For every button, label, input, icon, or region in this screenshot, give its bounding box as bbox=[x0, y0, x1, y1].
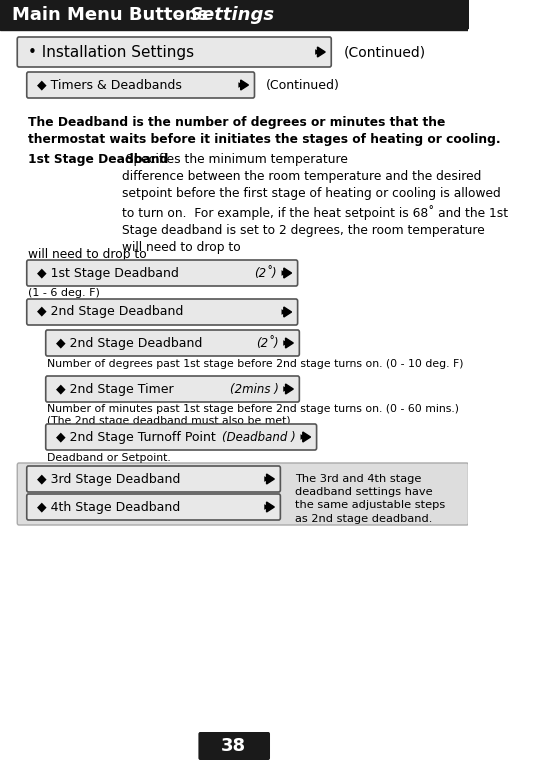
Bar bbox=[0, 0, 469, 30]
Bar bbox=[0, 0, 469, 14]
FancyBboxPatch shape bbox=[27, 260, 298, 286]
Text: ◆ 2nd Stage Timer: ◆ 2nd Stage Timer bbox=[56, 382, 174, 396]
FancyBboxPatch shape bbox=[27, 299, 298, 325]
FancyBboxPatch shape bbox=[0, 0, 469, 28]
Text: -: - bbox=[164, 6, 193, 24]
Text: (The 2nd stage deadband must also be met): (The 2nd stage deadband must also be met… bbox=[47, 416, 291, 426]
Text: 1st Stage Deadband: 1st Stage Deadband bbox=[28, 153, 169, 166]
Text: (1 - 6 deg. F): (1 - 6 deg. F) bbox=[28, 288, 100, 298]
Polygon shape bbox=[318, 47, 325, 57]
FancyBboxPatch shape bbox=[27, 72, 255, 98]
Text: (Continued): (Continued) bbox=[266, 78, 339, 91]
Text: The 3rd and 4th stage
deadband settings have
the same adjustable steps
as 2nd st: The 3rd and 4th stage deadband settings … bbox=[295, 474, 445, 524]
Text: ◆ 2nd Stage Deadband: ◆ 2nd Stage Deadband bbox=[37, 306, 184, 319]
Text: ◆ 1st Stage Deadband: ◆ 1st Stage Deadband bbox=[37, 266, 179, 280]
Polygon shape bbox=[241, 80, 249, 90]
Text: Number of minutes past 1st stage before 2nd stage turns on. (0 - 60 mins.): Number of minutes past 1st stage before … bbox=[47, 404, 459, 414]
FancyBboxPatch shape bbox=[27, 466, 280, 492]
FancyBboxPatch shape bbox=[46, 330, 299, 356]
Polygon shape bbox=[303, 432, 311, 442]
FancyBboxPatch shape bbox=[17, 37, 331, 67]
Text: ◆ 2nd Stage Turnoff Point: ◆ 2nd Stage Turnoff Point bbox=[56, 431, 216, 443]
Text: will need to drop to: will need to drop to bbox=[28, 248, 151, 261]
Polygon shape bbox=[284, 307, 292, 317]
Text: Number of degrees past 1st stage before 2nd stage turns on. (0 - 10 deg. F): Number of degrees past 1st stage before … bbox=[47, 359, 464, 369]
FancyBboxPatch shape bbox=[46, 376, 299, 402]
Text: 38: 38 bbox=[221, 737, 247, 755]
Text: (Continued): (Continued) bbox=[343, 45, 426, 59]
Text: ◆ 3rd Stage Deadband: ◆ 3rd Stage Deadband bbox=[37, 472, 180, 485]
FancyBboxPatch shape bbox=[46, 424, 317, 450]
Text: • Installation Settings: • Installation Settings bbox=[28, 45, 194, 59]
Text: Main Menu Buttons: Main Menu Buttons bbox=[12, 6, 208, 24]
Bar bbox=[0, 0, 469, 28]
Polygon shape bbox=[267, 502, 274, 512]
Text: Specifies the minimum temperature
difference between the room temperature and th: Specifies the minimum temperature differ… bbox=[122, 153, 508, 253]
Polygon shape bbox=[284, 268, 292, 278]
FancyBboxPatch shape bbox=[1, 0, 468, 30]
FancyBboxPatch shape bbox=[27, 494, 280, 520]
Text: Settings: Settings bbox=[190, 6, 275, 24]
Text: ◆ 4th Stage Deadband: ◆ 4th Stage Deadband bbox=[37, 501, 180, 514]
Text: ◆ Timers & Deadbands: ◆ Timers & Deadbands bbox=[37, 78, 182, 91]
Polygon shape bbox=[286, 384, 293, 394]
Text: ◆ 2nd Stage Deadband: ◆ 2nd Stage Deadband bbox=[56, 336, 203, 349]
Text: (Deadband ): (Deadband ) bbox=[222, 431, 296, 443]
Text: (2mins ): (2mins ) bbox=[230, 382, 279, 396]
FancyBboxPatch shape bbox=[198, 732, 270, 760]
Text: (2˚): (2˚) bbox=[254, 266, 277, 280]
Text: (2˚): (2˚) bbox=[256, 336, 279, 349]
Text: The Deadband is the number of degrees or minutes that the
thermostat waits befor: The Deadband is the number of degrees or… bbox=[28, 116, 501, 146]
Polygon shape bbox=[267, 474, 274, 484]
Polygon shape bbox=[286, 338, 293, 348]
Text: Deadband or Setpoint.: Deadband or Setpoint. bbox=[47, 453, 171, 463]
FancyBboxPatch shape bbox=[17, 463, 469, 525]
